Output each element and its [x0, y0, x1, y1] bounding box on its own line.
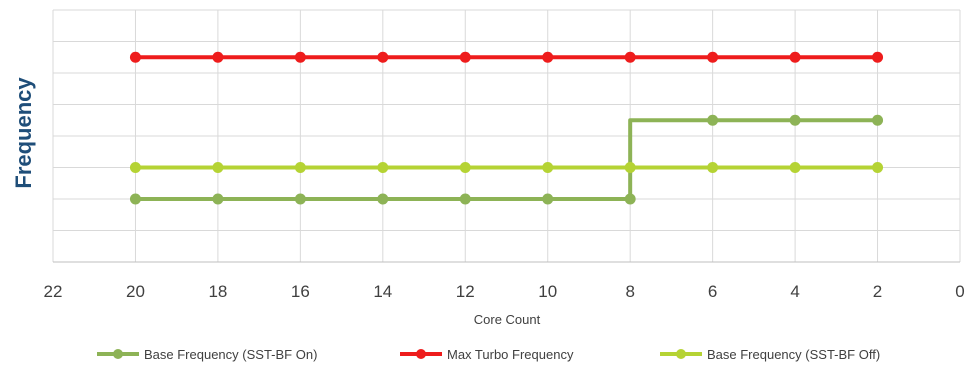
- x-tick-label: 4: [790, 282, 799, 301]
- legend-item: Base Frequency (SST-BF Off): [660, 347, 880, 362]
- data-point: [707, 162, 719, 173]
- x-tick-label: 18: [208, 282, 227, 301]
- data-point: [377, 193, 389, 205]
- legend-item: Base Frequency (SST-BF On): [97, 347, 317, 362]
- series-line: [133, 118, 880, 201]
- series-1: [129, 114, 884, 205]
- data-point: [377, 162, 389, 173]
- series-layer: [129, 51, 884, 205]
- data-point: [624, 193, 636, 205]
- data-point: [459, 162, 471, 173]
- grid: [52, 9, 961, 263]
- data-point: [459, 51, 471, 63]
- data-point: [789, 51, 801, 63]
- legend: Base Frequency (SST-BF On) Max Turbo Freq…: [97, 347, 880, 362]
- data-point: [542, 51, 554, 63]
- x-tick-label: 20: [126, 282, 145, 301]
- legend-label: Base Frequency (SST-BF On): [144, 347, 317, 362]
- data-point: [129, 51, 141, 63]
- legend-label: Max Turbo Frequency: [447, 347, 574, 362]
- series-3: [129, 162, 884, 173]
- legend-swatch-marker: [416, 349, 426, 359]
- x-tick-label: 16: [291, 282, 310, 301]
- data-point: [377, 51, 389, 63]
- x-tick-label: 8: [625, 282, 634, 301]
- data-point: [212, 51, 224, 63]
- data-point: [624, 51, 636, 63]
- data-point: [789, 114, 801, 126]
- legend-swatch-marker: [676, 349, 686, 359]
- data-point: [542, 162, 554, 173]
- data-point: [872, 51, 884, 63]
- x-tick-label: 6: [708, 282, 717, 301]
- data-point: [872, 162, 884, 173]
- series-2: [129, 51, 884, 63]
- data-point: [542, 193, 554, 205]
- legend-label: Base Frequency (SST-BF Off): [707, 347, 880, 362]
- legend-swatch-marker: [113, 349, 123, 359]
- data-point: [129, 193, 141, 205]
- data-point: [294, 162, 306, 173]
- x-tick-label: 10: [538, 282, 557, 301]
- data-point: [294, 193, 306, 205]
- x-axis-title: Core Count: [474, 312, 541, 327]
- data-point: [129, 162, 141, 173]
- data-point: [872, 114, 884, 126]
- data-point: [294, 51, 306, 63]
- y-axis-title: Frequency: [11, 77, 36, 189]
- legend-item: Max Turbo Frequency: [400, 347, 574, 362]
- x-tick-label: 14: [373, 282, 392, 301]
- data-point: [707, 114, 719, 126]
- data-point: [789, 162, 801, 173]
- data-point: [212, 162, 224, 173]
- data-point: [707, 51, 719, 63]
- data-point: [212, 193, 224, 205]
- x-tick-label: 2: [873, 282, 882, 301]
- data-point: [459, 193, 471, 205]
- x-tick-label: 12: [456, 282, 475, 301]
- x-tick-label: 0: [955, 282, 964, 301]
- data-point: [624, 162, 636, 173]
- x-tick-label: 22: [44, 282, 63, 301]
- axis-layer: Frequency Core Count 22 20 18 16 14 12 10 8 6 4 2 0: [11, 77, 965, 327]
